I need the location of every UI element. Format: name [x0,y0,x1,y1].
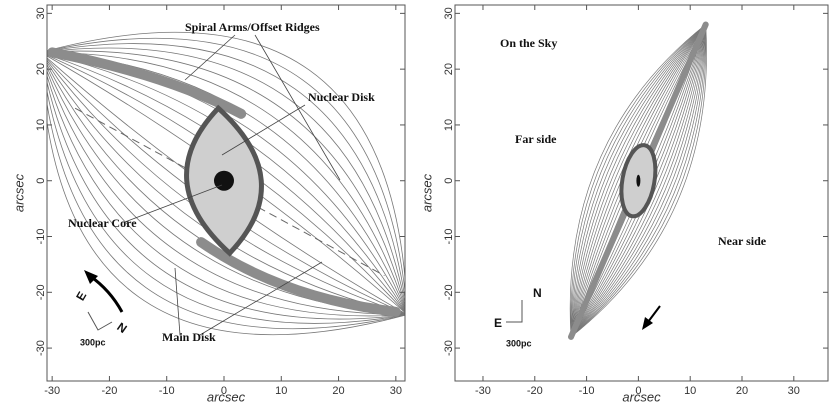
nuclear-core [636,174,641,187]
annotation: Main Disk [162,330,216,344]
annotation: Spiral Arms/Offset Ridges [185,20,320,34]
y-tick-label: -10 [443,229,455,245]
orbit [570,24,706,337]
spiral-arm [47,47,247,119]
y-tick-label: 0 [35,178,47,184]
x-tick-label: 20 [332,385,344,397]
orbit [570,24,707,338]
orbit [47,47,405,306]
x-axis-label: arcsec [207,389,246,404]
x-tick-label: 0 [221,385,227,397]
annotation: E [73,289,89,303]
leader-line [124,184,223,223]
x-tick-label: 10 [275,385,287,397]
annotation: Nuclear Disk [308,90,375,104]
leader-line [199,261,323,336]
orbit [570,24,707,338]
orbit [570,24,706,337]
y-tick-label: 10 [35,119,47,131]
annotation: N [533,286,542,300]
x-tick-label: 10 [684,385,696,397]
orbit [570,24,706,337]
x-tick-label: 0 [635,385,641,397]
orbit [570,24,707,338]
axes-frame [46,4,406,382]
orbit [569,24,706,337]
orbit [570,24,707,338]
orbit [570,24,706,337]
y-tick-label: -30 [35,340,47,356]
orbit [570,24,707,338]
rotation-arrowhead [642,317,653,330]
orbit [570,24,707,338]
plot-area [568,21,709,340]
x-tick-label: -10 [159,385,175,397]
compass [87,311,113,331]
orbit [570,24,707,338]
orbit [570,24,707,338]
orbit [47,52,405,310]
y-tick-label: 30 [35,7,47,19]
orbit [47,50,405,308]
y-tick-label: -10 [35,229,47,245]
y-tick-label: -30 [443,340,455,356]
leader-line [254,34,341,181]
axes-frame [454,4,829,382]
annotation: 300pc [80,337,106,347]
orbit [47,61,405,315]
orbit [570,24,706,337]
spiral-arm [196,237,401,317]
x-tick-label: 30 [788,385,800,397]
annotation: Far side [515,132,557,146]
nuclear-core [213,170,234,191]
y-tick-label: 30 [443,7,455,19]
annotation: On the Sky [500,36,557,50]
x-tick-label: -10 [579,385,595,397]
y-tick-label: 0 [443,178,455,184]
leader-line [174,267,181,336]
orbit [570,24,707,338]
annotation: Nuclear Core [68,216,137,230]
y-axis-label: arcsec [11,173,26,212]
plot-area [47,32,405,335]
x-tick-label: -30 [475,385,491,397]
x-tick-label: -20 [527,385,543,397]
orbit [47,32,405,284]
annotation: N [114,320,129,336]
orbit [570,24,706,337]
orbit [47,74,405,317]
annotation: Near side [718,234,767,248]
x-tick-label: -20 [101,385,117,397]
y-axis-label: arcsec [419,173,434,212]
compass [506,300,523,323]
orbit [570,24,706,337]
compass-arrowhead [84,270,98,284]
x-tick-label: -30 [44,385,60,397]
y-tick-label: 20 [443,63,455,75]
leader-line [184,34,236,81]
compass-arrow [89,274,124,313]
orbit [47,118,405,335]
annotation: E [494,316,502,330]
leader-line [221,104,306,156]
rotation-arrow [647,305,661,323]
orbit [47,80,405,320]
orbit [47,37,405,296]
orbit [570,24,706,337]
orbit [47,43,405,302]
y-tick-label: -20 [35,284,47,300]
orbit [47,88,405,324]
x-tick-label: 30 [390,385,402,397]
orbit [47,101,405,330]
x-axis-label: arcsec [622,389,661,404]
annotation: 300pc [506,338,532,348]
x-tick-label: 20 [736,385,748,397]
y-tick-label: -20 [443,284,455,300]
y-tick-label: 20 [35,63,47,75]
y-tick-label: 10 [443,119,455,131]
orbit [47,69,405,315]
